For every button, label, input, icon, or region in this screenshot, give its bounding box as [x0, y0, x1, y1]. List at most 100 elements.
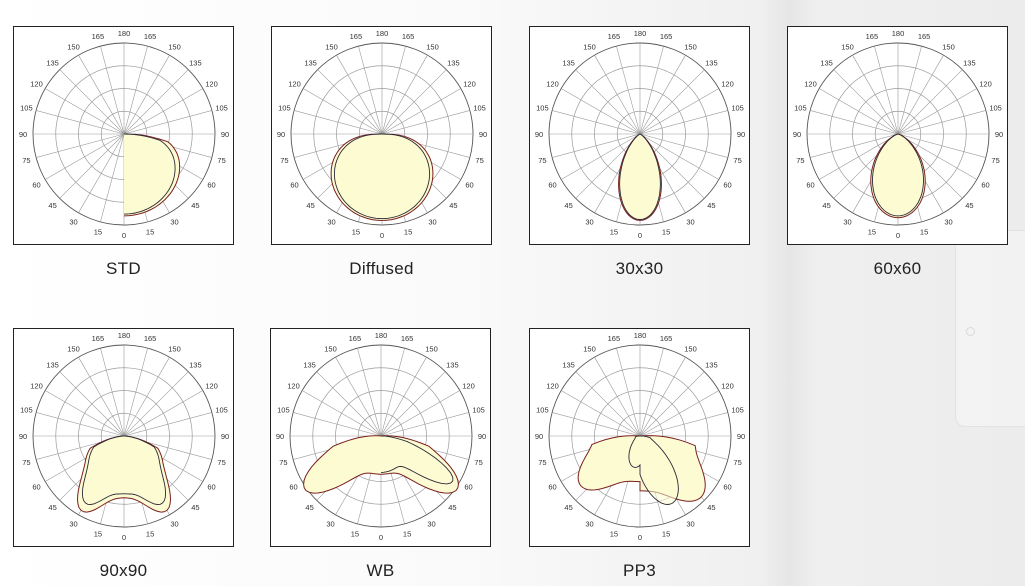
- angle-label: 105: [20, 406, 33, 415]
- polar-spoke: [639, 46, 664, 135]
- polar-spoke: [575, 371, 641, 437]
- diagram-label-30x30: 30x30: [615, 259, 664, 278]
- angle-label: 60: [32, 482, 40, 491]
- polar-spoke: [59, 133, 125, 199]
- angle-label: 45: [564, 201, 572, 210]
- light-distribution-curve-b: [628, 435, 679, 505]
- angle-label: 180: [375, 331, 388, 340]
- polar-spoke: [616, 46, 641, 135]
- angle-label: 135: [189, 360, 202, 369]
- angle-label: 30: [944, 217, 952, 226]
- angle-label: 105: [473, 104, 486, 113]
- angle-label: 90: [221, 130, 229, 139]
- angle-label: 75: [796, 156, 804, 165]
- polar-spoke: [123, 55, 170, 135]
- angle-label: 15: [352, 227, 360, 236]
- polar-spoke: [45, 88, 125, 135]
- angle-labels: 0 15 30 45 60 75 90 105 120 135 150 165 180 165 150 135…: [535, 29, 745, 240]
- angle-label: 135: [189, 58, 202, 67]
- angle-label: 135: [562, 58, 575, 67]
- polar-spoke: [897, 46, 922, 135]
- angle-label: 45: [48, 503, 56, 512]
- angle-label: 75: [22, 156, 30, 165]
- polar-spoke: [639, 133, 719, 180]
- angle-label: 60: [806, 180, 814, 189]
- angle-label: 135: [46, 58, 59, 67]
- angle-label: 150: [426, 42, 439, 51]
- angle-label: 135: [963, 58, 976, 67]
- angle-label: 0: [896, 231, 900, 240]
- polar-spoke: [100, 46, 125, 135]
- angle-label: 30: [170, 217, 178, 226]
- polar-spoke: [123, 110, 212, 135]
- angle-label: 120: [205, 79, 218, 88]
- angle-label: 150: [168, 344, 181, 353]
- diagram-label-std: STD: [106, 259, 141, 278]
- polar-diagram-frame: 0 15 30 45 60 75 90 105 120 135 150 165 180 165 150 135…: [13, 26, 234, 245]
- angle-label: 75: [22, 458, 30, 467]
- diagram-label-pp3: PP3: [622, 561, 657, 580]
- polar-spoke: [78, 55, 125, 135]
- polar-spoke: [852, 55, 899, 135]
- polar-spoke: [380, 390, 460, 437]
- angle-label: 90: [276, 432, 284, 441]
- polar-spoke: [381, 110, 470, 135]
- angle-label: 150: [583, 42, 596, 51]
- angle-label: 135: [562, 360, 575, 369]
- angle-label: 105: [278, 104, 291, 113]
- angle-label: 15: [403, 529, 411, 538]
- polar-spoke: [810, 110, 899, 135]
- angle-label: 0: [380, 231, 384, 240]
- polar-spoke: [294, 110, 383, 135]
- light-distribution-curve-b: [619, 133, 661, 220]
- angle-label: 75: [217, 458, 225, 467]
- light-distribution-curve-b: [381, 435, 454, 485]
- polar-grid: [548, 344, 732, 528]
- angle-label: 165: [350, 32, 363, 41]
- polar-spoke: [594, 55, 641, 135]
- angle-label: 165: [402, 32, 415, 41]
- angle-label: 45: [305, 503, 313, 512]
- angle-label: 30: [427, 519, 435, 528]
- polar-spoke: [833, 69, 899, 135]
- angle-label: 60: [723, 180, 731, 189]
- angle-label: 135: [820, 58, 833, 67]
- angle-label: 0: [638, 533, 642, 542]
- angle-labels: 0 15 30 45 60 75 90 105 120 135 150 165 180 165 150 135…: [276, 331, 486, 542]
- angle-label: 90: [535, 130, 543, 139]
- angle-label: 60: [981, 180, 989, 189]
- angle-label: 60: [465, 180, 473, 189]
- angle-label: 30: [327, 217, 335, 226]
- angle-label: 90: [19, 130, 27, 139]
- angle-label: 15: [868, 227, 876, 236]
- angle-label: 135: [303, 360, 316, 369]
- polar-spoke: [639, 55, 686, 135]
- angle-label: 45: [965, 201, 973, 210]
- angle-label: 15: [920, 227, 928, 236]
- polar-spoke: [874, 46, 899, 135]
- polar-spoke: [317, 69, 383, 135]
- angle-label: 30: [585, 519, 593, 528]
- angle-labels: 0 15 30 45 60 75 90 105 120 135 150 165 180 165 150 135…: [277, 29, 487, 240]
- angle-label: 90: [737, 432, 745, 441]
- angle-label: 60: [289, 482, 297, 491]
- angle-label: 120: [804, 79, 817, 88]
- polar-spoke: [561, 88, 641, 135]
- angle-label: 15: [94, 227, 102, 236]
- angle-label: 60: [548, 482, 556, 491]
- polar-spoke: [897, 55, 944, 135]
- angle-label: 120: [546, 79, 559, 88]
- angle-label: 180: [118, 331, 131, 340]
- angle-label: 150: [425, 344, 438, 353]
- angle-label: 150: [684, 42, 697, 51]
- polar-spoke: [552, 110, 641, 135]
- polar-spoke: [380, 357, 427, 437]
- angle-label: 150: [67, 344, 80, 353]
- angle-label: 120: [979, 79, 992, 88]
- angle-label: 165: [92, 334, 105, 343]
- angle-label: 120: [205, 381, 218, 390]
- polar-spoke: [316, 371, 382, 437]
- polar-spoke: [897, 69, 963, 135]
- polar-diagram-frame: 0 15 30 45 60 75 90 105 120 135 150 165 180 165 150 135…: [270, 328, 491, 547]
- angle-label: 165: [608, 32, 621, 41]
